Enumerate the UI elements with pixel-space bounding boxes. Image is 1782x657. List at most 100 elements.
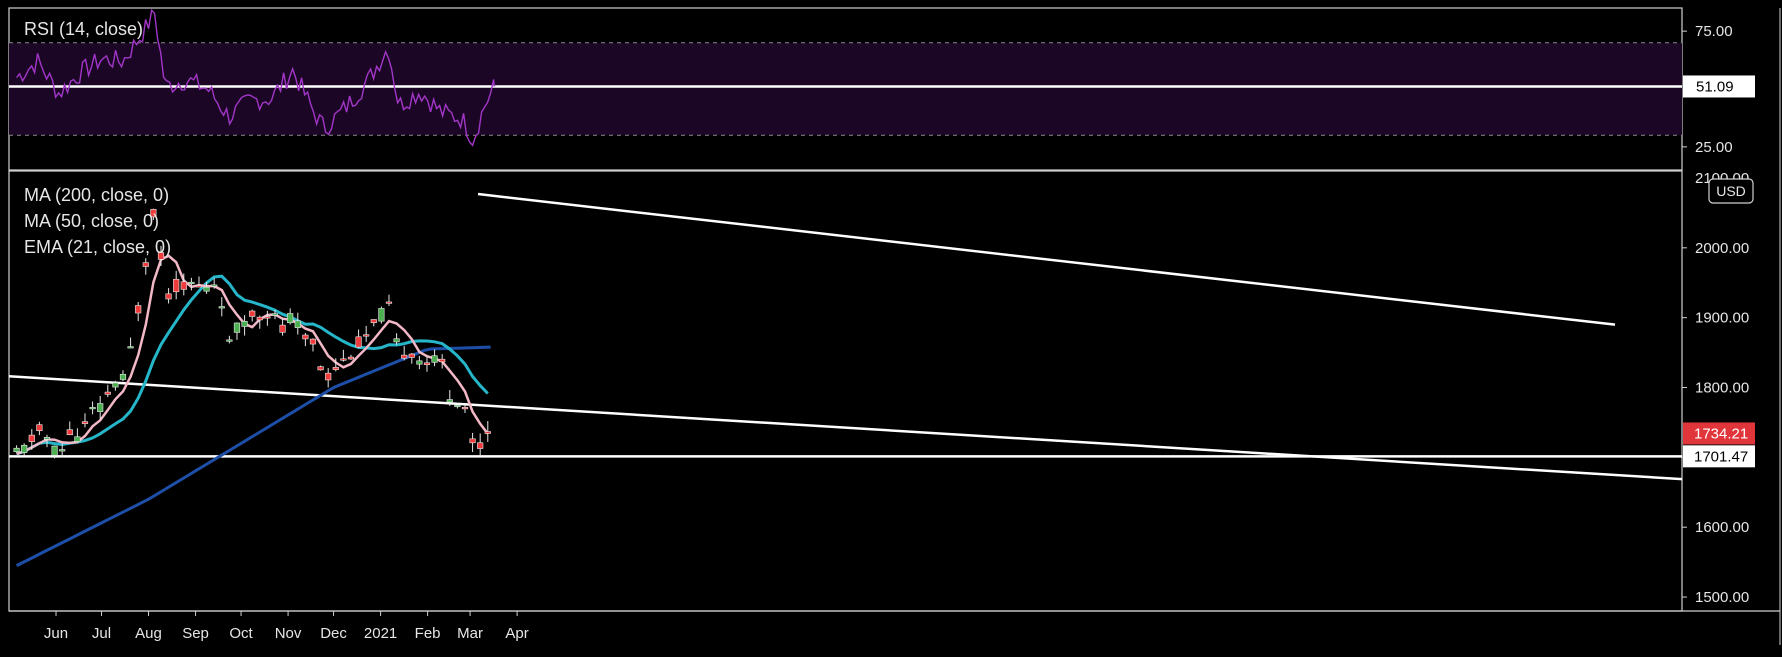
candles [13, 208, 491, 459]
candle-body [180, 281, 187, 290]
candle-body [378, 308, 385, 322]
x-tick-label: Jul [92, 625, 111, 642]
price-panel-frame [8, 170, 1683, 612]
candle-body [309, 338, 317, 345]
candle-body [416, 360, 423, 365]
ema21-label: EMA (21, close, 0) [24, 237, 172, 257]
x-tick-label: Oct [229, 625, 253, 642]
price-tick-label: 1500.00 [1695, 589, 1749, 606]
price-tick-label: 1600.00 [1695, 519, 1749, 536]
rsi-line [16, 8, 495, 147]
ema21-line [16, 254, 489, 456]
candle-body [226, 339, 233, 342]
candle-body [135, 305, 142, 314]
candle-body [317, 366, 324, 371]
candle-body [21, 444, 28, 453]
candle-body [355, 336, 362, 348]
candle-body [477, 442, 484, 449]
candle-body [127, 346, 134, 349]
candle-body [294, 320, 301, 329]
x-tick-label: Sep [182, 625, 209, 642]
x-tick-label: Jun [44, 625, 68, 642]
candle-body [264, 316, 271, 319]
candle-body [157, 252, 165, 260]
candle-body [142, 262, 149, 267]
candle-body [461, 407, 469, 410]
x-tick-label: Feb [415, 625, 441, 642]
candle-body [484, 431, 491, 434]
candle-body [13, 447, 20, 453]
candle-body [401, 354, 408, 359]
candle-body [370, 319, 377, 324]
candle-body [423, 362, 431, 365]
candle-body [36, 424, 43, 431]
rsi-value-label: 51.09 [1696, 78, 1734, 95]
rsi-tick-label: 25.00 [1695, 139, 1733, 156]
channel-upper-line [477, 192, 1616, 326]
candle-body [431, 355, 438, 363]
candle-body [256, 316, 263, 321]
candle-body [59, 449, 66, 452]
candle-body [279, 324, 286, 333]
candle-body [454, 404, 461, 408]
candle-body [241, 321, 248, 327]
last-price-label: 1734.21 [1694, 425, 1748, 442]
candle-body [66, 429, 73, 436]
candle-body [233, 322, 241, 333]
candle-body [203, 286, 210, 292]
candle-body [28, 434, 35, 442]
candle-body [302, 334, 309, 340]
candle-body [271, 313, 279, 316]
ma50-line [16, 274, 489, 456]
price-tick-label: 2000.00 [1695, 240, 1749, 257]
candle-body [469, 438, 476, 444]
candle-body [218, 306, 225, 309]
rsi-value-badge [1683, 75, 1755, 98]
candle-body [408, 353, 415, 358]
ma50-label: MA (50, close, 0) [24, 211, 160, 231]
candle-body [446, 399, 453, 403]
candle-body [340, 358, 347, 361]
candle-body [363, 334, 370, 337]
price-tick-label: 1800.00 [1695, 380, 1749, 397]
candle-body [165, 293, 172, 300]
ma200-label: MA (200, close, 0) [24, 185, 170, 205]
currency-label: USD [1716, 183, 1746, 199]
x-tick-label: Apr [505, 625, 528, 642]
candle-body [74, 436, 81, 442]
candle-body [211, 284, 218, 287]
candle-body [150, 209, 157, 218]
candle-body [51, 445, 58, 456]
rsi-band-fill [9, 42, 1682, 136]
candle-body [393, 338, 400, 343]
candle-body [43, 436, 51, 440]
rsi-label: RSI (14, close) [24, 19, 144, 39]
x-tick-label: 2021 [364, 625, 397, 642]
rsi-tick-label: 75.00 [1695, 23, 1733, 40]
x-tick-label: Aug [135, 625, 162, 642]
candle-body [325, 372, 332, 381]
candle-body [97, 403, 104, 412]
candle-body [249, 310, 256, 317]
currency-badge [1708, 178, 1754, 204]
candle-body [287, 313, 294, 324]
last-price-badge [1683, 422, 1755, 445]
level-label: 1701.47 [1694, 448, 1748, 465]
candle-body [332, 367, 339, 370]
candle-body [104, 391, 111, 395]
level-badge [1683, 445, 1755, 468]
candle-body [119, 373, 127, 380]
candle-body [195, 285, 203, 288]
x-tick-label: Mar [457, 625, 483, 642]
candle-body [439, 358, 446, 363]
x-tick-label: Dec [320, 625, 347, 642]
x-tick-label: Nov [275, 625, 302, 642]
candle-body [173, 278, 180, 293]
candle-body [347, 356, 355, 360]
candle-body [188, 281, 195, 285]
candle-body [385, 301, 393, 304]
candle-body [81, 421, 89, 424]
price-tick-label: 1900.00 [1695, 310, 1749, 327]
candle-body [112, 382, 119, 388]
